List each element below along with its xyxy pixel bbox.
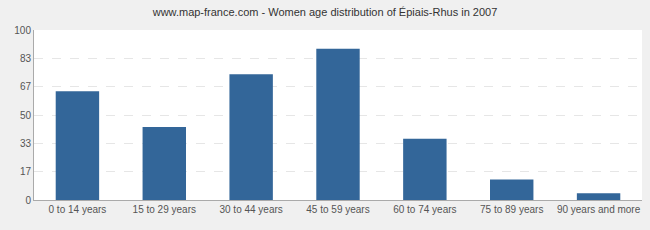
svg-text:50: 50 [20, 110, 32, 121]
svg-text:33: 33 [20, 138, 32, 149]
svg-text:60 to 74 years: 60 to 74 years [393, 204, 456, 215]
svg-text:0: 0 [25, 195, 31, 206]
svg-text:75 to 89 years: 75 to 89 years [480, 204, 543, 215]
svg-text:90 years and more: 90 years and more [557, 204, 641, 215]
svg-text:100: 100 [14, 25, 31, 36]
svg-text:67: 67 [20, 81, 32, 92]
svg-text:0 to 14 years: 0 to 14 years [49, 204, 107, 215]
svg-text:45 to 59 years: 45 to 59 years [306, 204, 369, 215]
svg-text:17: 17 [20, 166, 32, 177]
svg-text:30 to 44 years: 30 to 44 years [219, 204, 282, 215]
svg-text:www.map-france.com - Women age: www.map-france.com - Women age distribut… [152, 6, 498, 18]
svg-text:15 to 29 years: 15 to 29 years [133, 204, 196, 215]
svg-text:83: 83 [20, 53, 32, 64]
